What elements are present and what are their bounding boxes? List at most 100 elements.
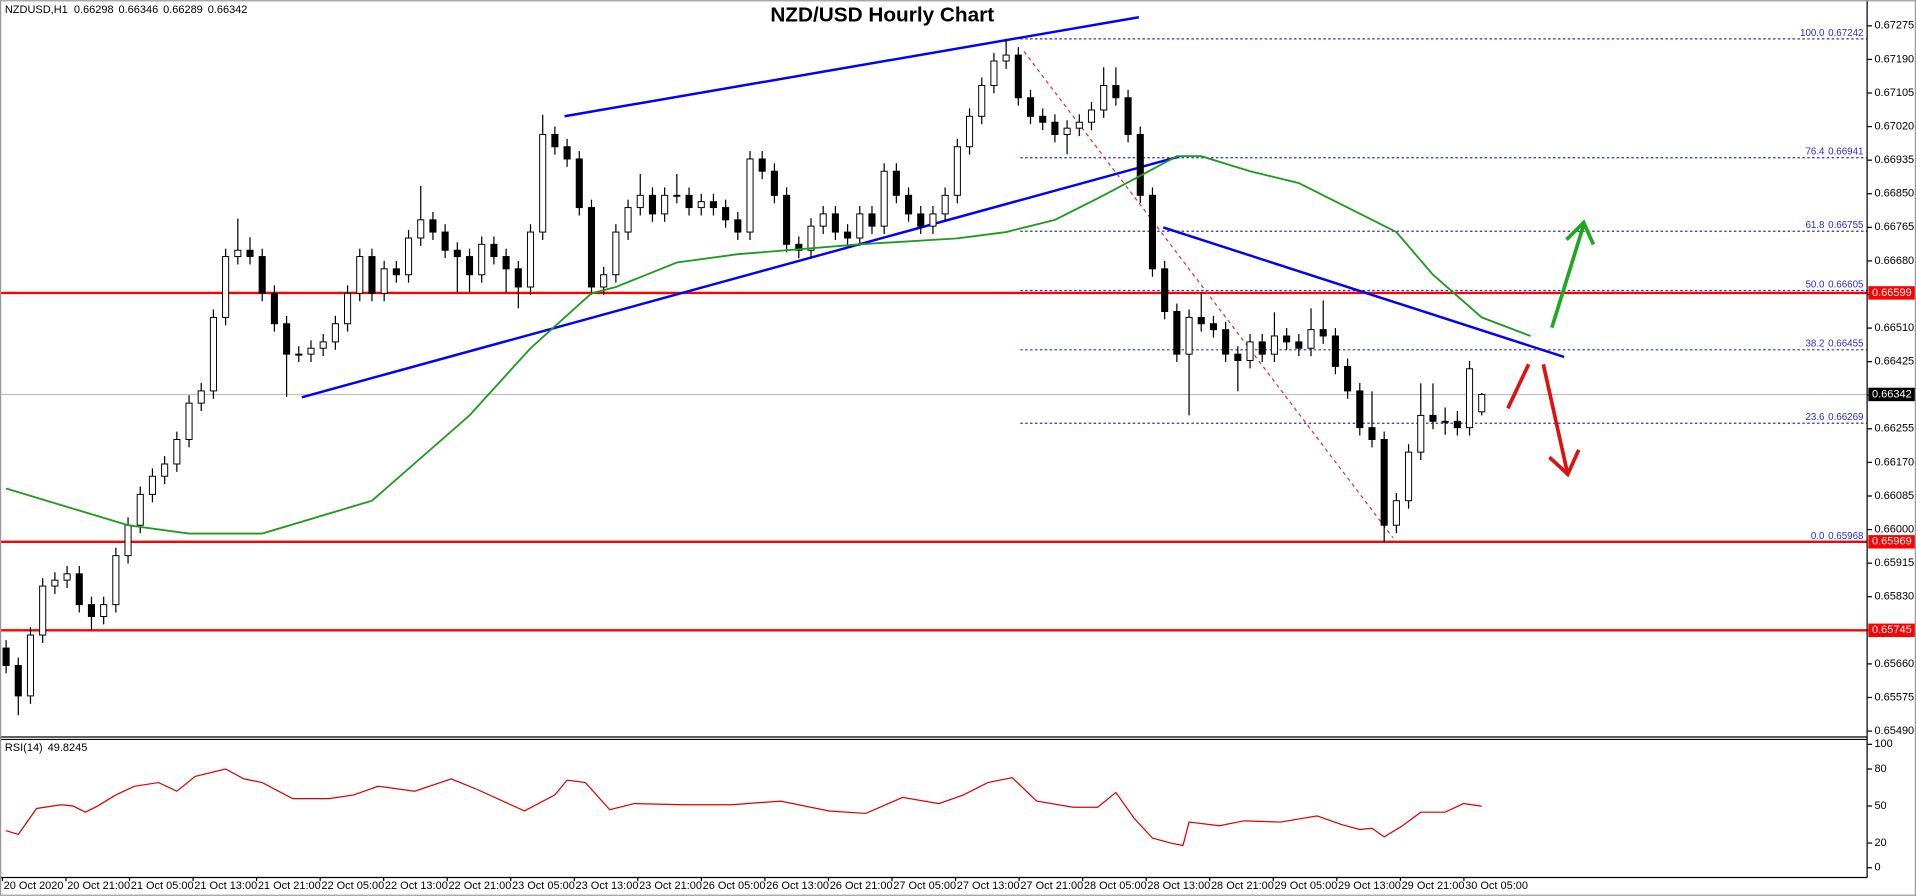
- candle-body: [1417, 414, 1425, 453]
- x-tick-label: 26 Oct 21:00: [830, 880, 893, 892]
- candle-body: [1258, 341, 1266, 355]
- candle-body: [392, 268, 400, 276]
- candle-body: [722, 207, 730, 221]
- candle-body: [1283, 335, 1291, 343]
- candle-body: [234, 249, 242, 258]
- candle-body: [1307, 329, 1315, 349]
- x-tick-label: 23 Oct 13:00: [576, 880, 639, 892]
- rsi-tick-label: 50: [1874, 800, 1886, 812]
- y-tick-label: 0.65830: [1874, 591, 1914, 603]
- x-tick-label: 21 Oct 21:00: [258, 880, 321, 892]
- candle-body: [295, 353, 303, 356]
- candle-body: [1344, 365, 1352, 392]
- fib-level-label: 100.0 0.67242: [1800, 27, 1863, 38]
- candle-body: [283, 323, 291, 355]
- y-tick-label: 0.66255: [1874, 423, 1914, 435]
- candle-body: [1173, 310, 1181, 355]
- symbol-header: NZDUSD,H1 0.66298 0.66346 0.66289 0.66342: [5, 4, 248, 16]
- down-arrow: [1541, 363, 1581, 478]
- candle-body: [441, 231, 449, 251]
- current-price-box: [1868, 387, 1915, 402]
- candle-body: [905, 194, 913, 215]
- candle-body: [14, 664, 22, 697]
- candle-body: [892, 170, 900, 196]
- y-tick-label: 0.66170: [1874, 456, 1914, 468]
- candle-body: [100, 604, 108, 617]
- level-price-label: 0.66599: [1872, 287, 1912, 299]
- ohlc-low: 0.66289: [163, 4, 203, 16]
- candle-body: [87, 604, 96, 617]
- fib-base-line: [1023, 51, 1394, 539]
- candle-body: [209, 316, 217, 392]
- fib-price: 0.67242: [1828, 27, 1863, 38]
- candle-body: [1270, 335, 1278, 355]
- trend-line: [301, 155, 1180, 399]
- fib-price: 0.65968: [1828, 531, 1863, 542]
- candle-body: [770, 170, 778, 196]
- candle-body: [990, 60, 998, 86]
- candle-body: [148, 475, 156, 495]
- chart-title: NZD/USD Hourly Chart: [770, 4, 994, 27]
- x-tick-label: 29 Oct 21:00: [1402, 880, 1465, 892]
- level-price-box: [1868, 535, 1915, 549]
- x-tick-label: 27 Oct 13:00: [957, 880, 1020, 892]
- candle-body: [1039, 115, 1047, 123]
- indicator-name: RSI(14): [5, 742, 43, 754]
- candle-body: [331, 323, 339, 343]
- fib-price: 0.66941: [1828, 146, 1863, 157]
- data-layer: [2, 38, 1531, 847]
- candle-body: [697, 201, 705, 209]
- candle-body: [673, 194, 681, 197]
- candle-body: [405, 237, 413, 276]
- fib-level-label: 76.4 0.66941: [1805, 146, 1863, 157]
- candle-body: [941, 194, 949, 215]
- candle-body: [161, 463, 169, 477]
- fib-level: 23.6: [1805, 412, 1824, 423]
- up-stroke: [1506, 363, 1531, 410]
- candle-body: [490, 243, 498, 258]
- y-tick-label: 0.67190: [1874, 53, 1914, 65]
- candle-body: [26, 634, 35, 697]
- ohlc-high: 0.66346: [118, 4, 158, 16]
- candle-body: [661, 194, 669, 215]
- candle-body: [1026, 97, 1035, 117]
- indicator-line: [5, 768, 1482, 847]
- candle-body: [1136, 133, 1144, 196]
- candle-body: [307, 347, 315, 355]
- candle-body: [1380, 439, 1388, 526]
- candle-body: [1295, 341, 1303, 349]
- candle-body: [1197, 316, 1205, 325]
- x-tick-label: 23 Oct 05:00: [512, 880, 575, 892]
- fib-price: 0.66455: [1828, 338, 1864, 349]
- y-tick-label: 0.67020: [1874, 120, 1914, 132]
- candle-body: [978, 85, 986, 117]
- candle-body: [112, 555, 120, 606]
- candle-body: [1392, 500, 1400, 526]
- level-price-box: [1868, 623, 1915, 638]
- fib-level: 61.8: [1805, 220, 1824, 231]
- x-tick-label: 21 Oct 13:00: [194, 880, 257, 892]
- fib-level-label: 61.8 0.66755: [1805, 220, 1864, 231]
- y-tick-label: 0.66425: [1874, 356, 1914, 368]
- candle-body: [929, 213, 937, 227]
- fib-price: 0.66605: [1828, 279, 1864, 290]
- candle-body: [965, 115, 974, 148]
- candle-body: [551, 133, 559, 148]
- y-tick-label: 0.66680: [1874, 255, 1914, 267]
- fib-level: 100.0: [1800, 27, 1825, 38]
- candle-body: [1453, 420, 1461, 429]
- candle-body: [185, 402, 193, 440]
- candle-body: [344, 292, 352, 325]
- x-tick-label: 29 Oct 13:00: [1338, 880, 1401, 892]
- candle-body: [75, 573, 83, 606]
- candle-body: [1368, 427, 1376, 440]
- level-price-label: 0.65969: [1872, 536, 1912, 548]
- candle-body: [1002, 54, 1010, 62]
- candle-body: [734, 219, 742, 233]
- candle-body: [380, 268, 388, 294]
- candle-body: [880, 170, 888, 227]
- candle-body: [136, 493, 144, 526]
- candle-body: [1429, 414, 1437, 422]
